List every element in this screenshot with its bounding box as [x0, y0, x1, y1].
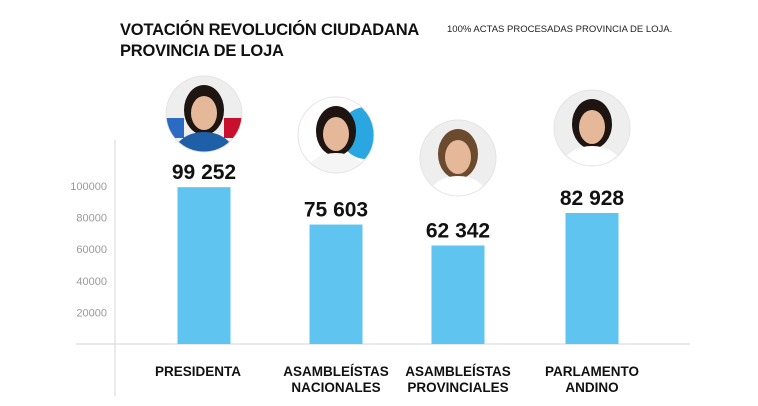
candidate-photo-asambleistas-provinciales-icon — [420, 120, 496, 196]
avatar-body — [306, 153, 366, 173]
candidate-photo-asambleistas-nacionales-icon — [298, 97, 374, 173]
x-tick-label: PARLAMENTO ANDINO — [522, 364, 662, 396]
y-tick-label: 40000 — [76, 276, 107, 288]
bar — [177, 187, 231, 344]
y-tick-label: 20000 — [76, 307, 107, 319]
chart-title-line-2: PROVINCIA DE LOJA — [120, 42, 284, 60]
x-tick-label-line: PARLAMENTO — [545, 364, 639, 379]
data-label: 99 252 — [172, 161, 236, 184]
y-tick-label: 100000 — [70, 181, 107, 193]
x-tick-label-line: ASAMBLEÍSTAS — [405, 364, 511, 379]
x-tick-label: ASAMBLEÍSTAS NACIONALES — [266, 364, 406, 396]
avatar-body — [174, 132, 234, 152]
avatar-face — [323, 117, 349, 151]
x-tick-label-line: ANDINO — [565, 380, 619, 395]
x-tick-label: PRESIDENTA — [128, 364, 268, 380]
avatar-face — [579, 110, 605, 144]
x-tick-label-line: PRESIDENTA — [154, 364, 241, 379]
bar — [309, 224, 363, 344]
bar — [565, 212, 619, 344]
avatar-face — [445, 140, 471, 174]
x-tick-label-line: NACIONALES — [291, 380, 381, 395]
avatar-ring — [165, 75, 243, 153]
candidate-photo-presidenta-icon — [166, 76, 242, 152]
chart-title-line-1: VOTACIÓN REVOLUCIÓN CIUDADANA — [120, 21, 420, 39]
avatar-face — [191, 96, 217, 130]
data-label: 82 928 — [560, 187, 625, 210]
data-label: 75 603 — [304, 199, 368, 222]
candidate-photo-parlamento-andino-icon — [554, 90, 630, 166]
avatar-body — [428, 176, 488, 196]
avatar-ring — [553, 89, 631, 167]
x-tick-label-line: PROVINCIALES — [407, 380, 509, 395]
data-label: 62 342 — [426, 219, 490, 242]
x-tick-label: ASAMBLEÍSTAS PROVINCIALES — [388, 364, 528, 396]
y-tick-label: 60000 — [76, 244, 107, 256]
chart-title: VOTACIÓN REVOLUCIÓN CIUDADANA PROVINCIA … — [120, 20, 419, 62]
y-tick-label: 80000 — [76, 213, 107, 225]
x-tick-label-line: ASAMBLEÍSTAS — [283, 364, 389, 379]
bar — [431, 245, 485, 344]
chart-subtitle: 100% ACTAS PROCESADAS PROVINCIA DE LOJA. — [447, 24, 673, 35]
avatar-ring — [297, 96, 375, 174]
avatar-body — [562, 146, 622, 166]
avatar-ring — [419, 119, 497, 197]
